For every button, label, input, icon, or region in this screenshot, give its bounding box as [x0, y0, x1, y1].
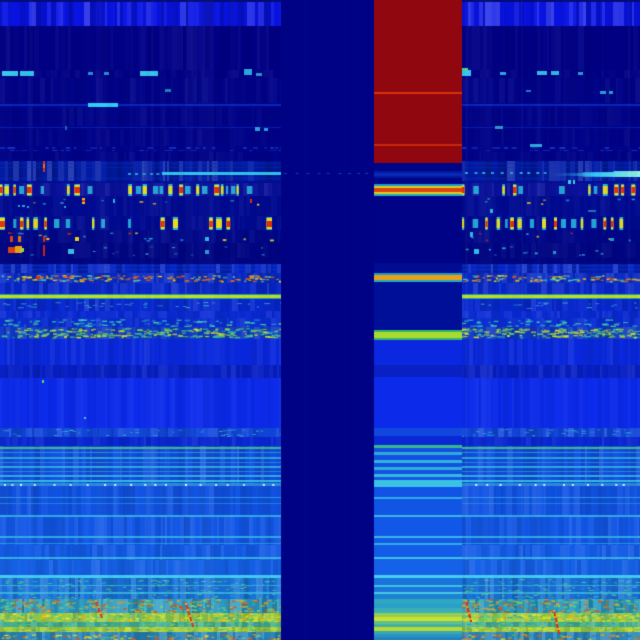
heatmap-canvas — [0, 0, 640, 640]
spectrogram-heatmap — [0, 0, 640, 640]
